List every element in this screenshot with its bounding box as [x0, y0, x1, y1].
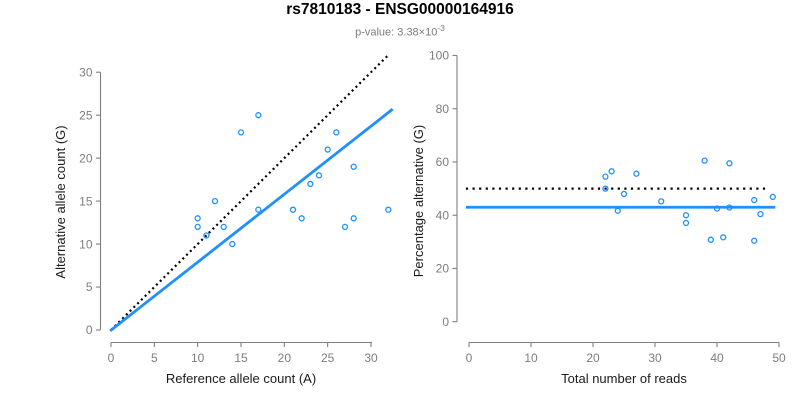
data-point [602, 185, 609, 192]
y-tick-label: 80 [436, 102, 450, 116]
x-tick-label: 20 [278, 351, 292, 365]
data-point [608, 168, 615, 175]
x-tick-label: 25 [321, 351, 335, 365]
x-tick-label: 0 [108, 351, 115, 365]
data-point [229, 240, 236, 248]
data-point [255, 206, 262, 213]
data-point [713, 205, 721, 212]
y-tick-label: 20 [436, 262, 450, 276]
y-tick-label: 0 [442, 315, 449, 329]
data-point [298, 215, 305, 222]
data-point [203, 232, 210, 239]
data-point [307, 180, 314, 188]
data-point [333, 129, 340, 136]
data-point [614, 207, 621, 214]
x-tick-label: 30 [364, 351, 378, 365]
data-point [751, 237, 758, 244]
data-point [682, 219, 690, 227]
x-tick-label: 10 [191, 351, 205, 365]
data-point [751, 196, 758, 204]
y-tick-label: 5 [86, 280, 93, 294]
y-tick-label: 60 [436, 155, 450, 169]
data-point [726, 160, 733, 167]
x-tick-label: 0 [466, 351, 473, 365]
data-point [324, 146, 331, 153]
data-point [220, 223, 227, 231]
x-tick-label: 10 [524, 351, 538, 365]
y-tick-label: 30 [79, 65, 93, 79]
x-tick-label: 50 [772, 351, 786, 365]
data-point [682, 212, 690, 219]
p-value-text: p-value: 3.38×10 [355, 26, 438, 39]
p-value-exponent: -3 [437, 23, 445, 33]
identity-line [110, 55, 389, 331]
data-point [341, 223, 349, 231]
data-point [707, 236, 714, 243]
y-axis-title: Alternative allele count (G) [53, 125, 68, 278]
data-point [289, 206, 297, 213]
data-point [633, 170, 640, 177]
y-tick-label: 40 [436, 208, 450, 222]
y-tick-label: 10 [79, 237, 93, 251]
data-point [237, 129, 245, 136]
data-point [350, 215, 357, 222]
y-tick-label: 25 [79, 108, 93, 122]
x-axis-title: Reference allele count (A) [166, 371, 316, 386]
right-scatter-panel: 0 10 20 30 40 50 0 20 40 60 80 100 Total number of r… [411, 49, 786, 386]
x-tick-label: 40 [710, 351, 724, 365]
page-title: rs7810183 - ENSG00000164916 [286, 1, 514, 18]
data-point [194, 215, 201, 222]
y-tick-label: 15 [79, 194, 93, 208]
data-point [350, 163, 357, 170]
x-tick-label: 5 [151, 351, 158, 365]
x-tick-label: 15 [234, 351, 248, 365]
data-point [620, 190, 628, 198]
data-point [757, 211, 764, 218]
data-point [385, 206, 392, 213]
data-point [769, 193, 776, 201]
y-axis-title: Percentage alternative (G) [411, 125, 426, 277]
left-scatter-panel: 0 5 10 15 20 25 30 0 5 10 15 20 25 30 Reference allele… [53, 55, 394, 386]
data-point [720, 234, 727, 241]
x-axis-title: Total number of reads [561, 371, 687, 386]
p-value-subtitle: p-value: 3.38×10-3 [0, 23, 800, 39]
x-tick-label: 30 [648, 351, 662, 365]
y-tick-label: 0 [86, 323, 93, 337]
fit-line [109, 108, 394, 332]
x-tick-label: 20 [586, 351, 600, 365]
data-point [602, 173, 609, 180]
y-tick-label: 20 [79, 151, 93, 165]
data-point [701, 157, 708, 164]
y-tick-label: 100 [429, 49, 449, 63]
data-point [255, 112, 262, 119]
data-point [211, 197, 219, 205]
data-point [315, 172, 323, 179]
data-point [658, 198, 665, 205]
data-point [726, 204, 733, 211]
data-point [194, 223, 201, 231]
